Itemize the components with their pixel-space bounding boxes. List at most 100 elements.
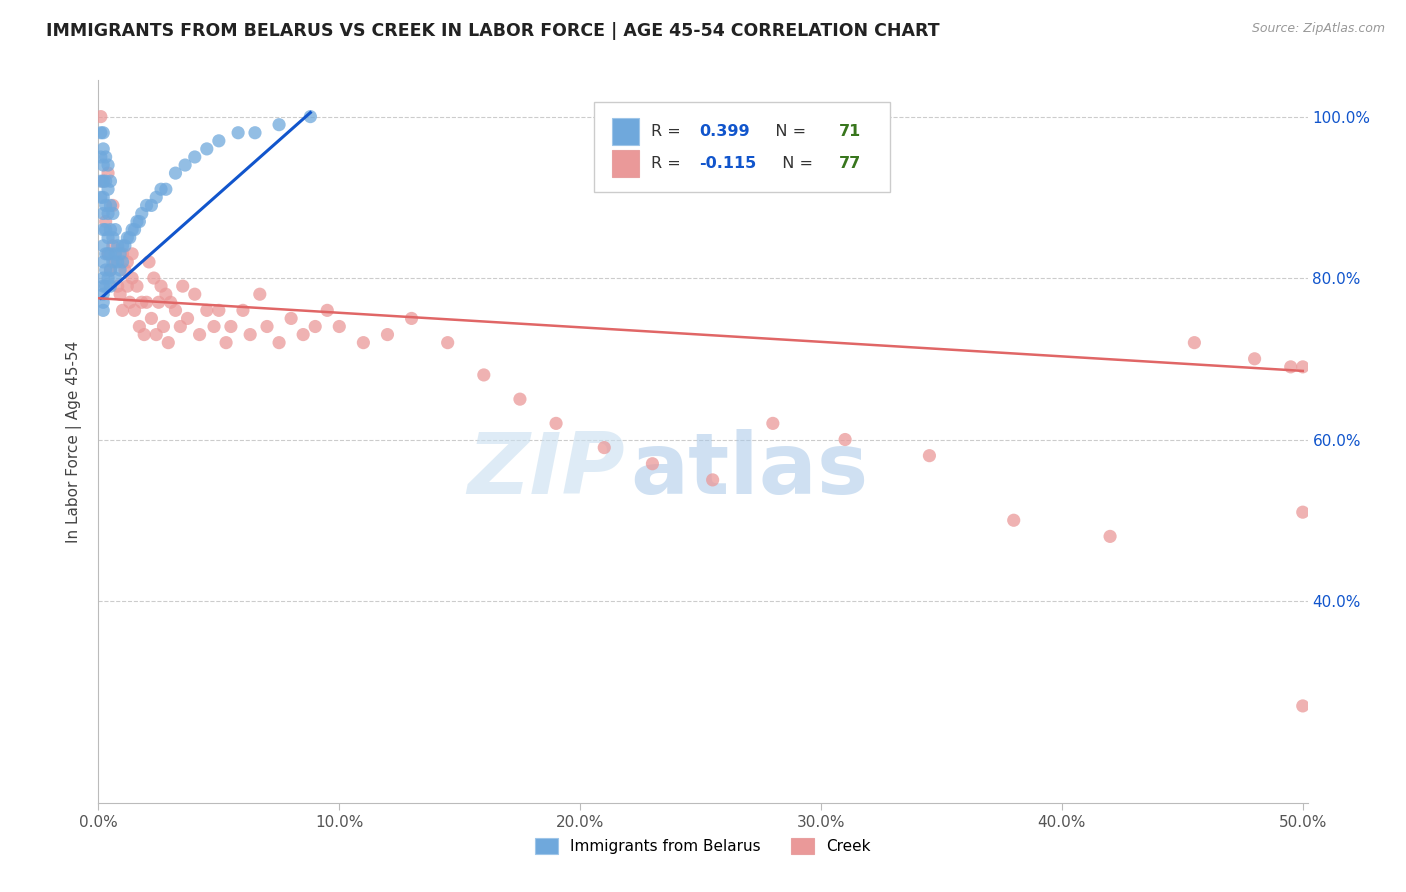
Point [90,110,112,124]
Point [208,303,231,318]
Point [94,174,117,188]
Point [91,126,114,140]
Point [509,392,531,406]
Point [90,190,112,204]
Point [174,158,197,172]
Text: -0.115: -0.115 [699,156,756,171]
Point [195,142,218,156]
Point [172,279,194,293]
Point [125,214,148,228]
Text: R =: R = [651,124,686,139]
Point [299,110,322,124]
Point [94,247,117,261]
Point [184,287,207,301]
Y-axis label: In Labor Force | Age 45-54: In Labor Force | Age 45-54 [66,341,83,542]
Point [918,449,941,463]
Point [292,327,315,342]
Point [91,287,114,301]
Point [100,263,122,277]
Text: N =: N = [759,124,811,139]
Point [97,247,120,261]
Point [226,126,249,140]
Point [91,279,114,293]
Point [107,255,129,269]
Point [94,222,117,236]
FancyBboxPatch shape [595,102,890,193]
Point [94,279,117,293]
Point [1292,505,1315,519]
Point [165,166,187,180]
Text: 77: 77 [838,156,860,171]
Point [243,126,266,140]
Point [202,319,225,334]
Point [593,441,616,455]
Point [1099,529,1122,543]
Point [195,303,218,318]
Point [128,319,150,334]
Text: 0.399: 0.399 [699,124,749,139]
Point [104,247,127,261]
Point [108,287,131,301]
Point [97,158,120,172]
Point [94,198,117,212]
Point [328,319,350,334]
Point [101,206,124,220]
Point [94,263,117,277]
Point [100,174,122,188]
Point [641,457,664,471]
Point [111,239,134,253]
Point [124,222,146,236]
Point [91,222,114,236]
Point [118,295,141,310]
Point [1182,335,1205,350]
Point [762,417,785,431]
Point [141,198,163,212]
Point [101,239,124,253]
Point [118,230,141,244]
Point [239,327,262,342]
Point [108,263,131,277]
Point [188,327,211,342]
Point [121,271,143,285]
Point [97,230,120,244]
Point [111,255,134,269]
Point [131,295,153,310]
Point [91,206,114,220]
Point [97,182,120,196]
Text: N =: N = [772,156,818,171]
Point [150,182,173,196]
Point [107,279,129,293]
Point [101,230,124,244]
Point [702,473,724,487]
Text: atlas: atlas [630,429,869,512]
Point [141,311,163,326]
Point [91,174,114,188]
Point [117,279,139,293]
Point [111,303,134,318]
Point [100,198,122,212]
FancyBboxPatch shape [613,118,638,145]
Point [401,311,423,326]
Point [94,150,117,164]
Point [107,239,129,253]
Point [108,247,131,261]
Text: ZIP: ZIP [467,429,624,512]
Point [142,271,165,285]
Point [159,295,181,310]
Point [176,311,198,326]
Point [121,222,143,236]
Text: IMMIGRANTS FROM BELARUS VS CREEK IN LABOR FORCE | AGE 45-54 CORRELATION CHART: IMMIGRANTS FROM BELARUS VS CREEK IN LABO… [46,22,941,40]
Point [138,255,160,269]
Point [90,150,112,164]
Point [249,287,271,301]
Point [280,311,302,326]
Point [152,319,174,334]
Point [155,287,177,301]
FancyBboxPatch shape [613,150,638,178]
Point [834,433,856,447]
Point [544,417,567,431]
Point [1292,359,1315,374]
Point [91,303,114,318]
Point [97,247,120,261]
Point [1243,351,1265,366]
